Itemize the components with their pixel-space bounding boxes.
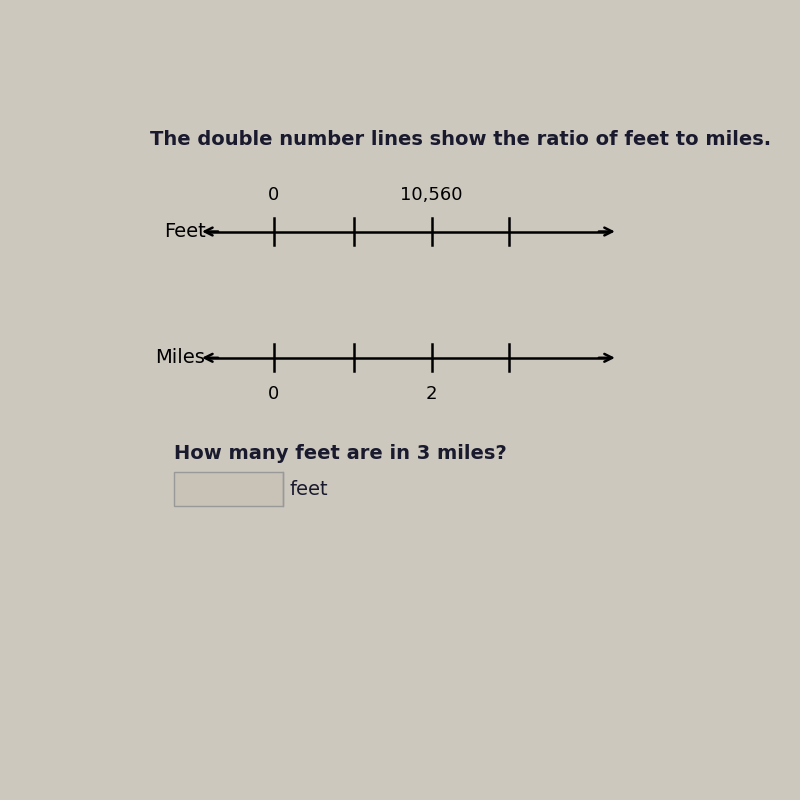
Text: 2: 2	[426, 385, 438, 403]
Text: 10,560: 10,560	[401, 186, 463, 205]
Text: Miles: Miles	[155, 348, 206, 367]
Text: The double number lines show the ratio of feet to miles.: The double number lines show the ratio o…	[150, 130, 770, 149]
Text: How many feet are in 3 miles?: How many feet are in 3 miles?	[174, 444, 507, 462]
Text: feet: feet	[289, 479, 328, 498]
Text: Feet: Feet	[164, 222, 206, 241]
Text: 0: 0	[268, 385, 279, 403]
Text: 0: 0	[268, 186, 279, 205]
Bar	[174, 472, 283, 506]
